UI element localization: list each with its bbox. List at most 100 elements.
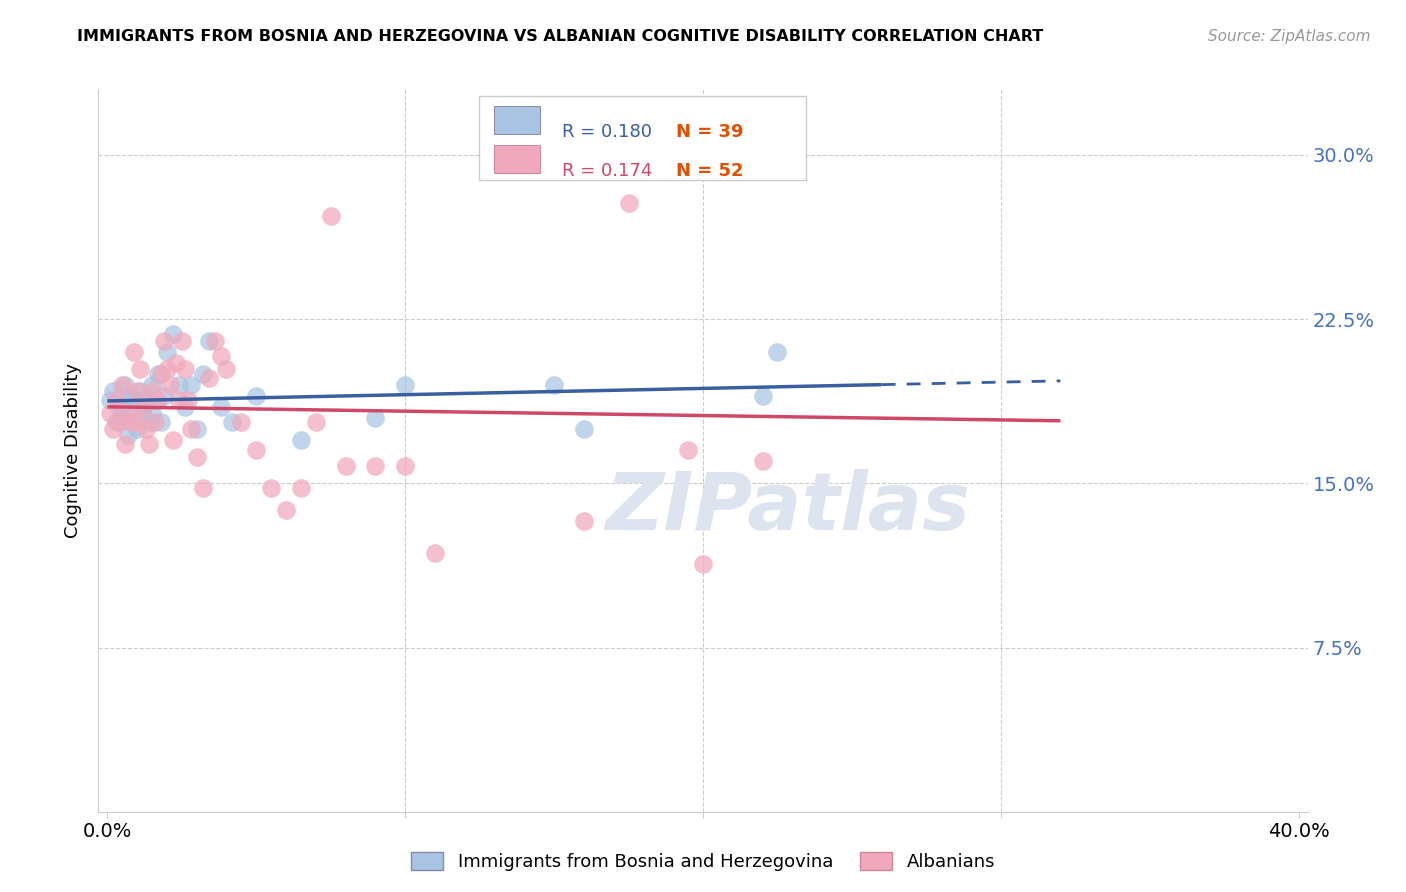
Point (159, 377, 181, 392)
Text: R = 0.174: R = 0.174 (561, 161, 652, 180)
Point (290, 433, 312, 447)
Point (162, 327, 184, 342)
Point (170, 334, 193, 348)
Point (751, 389, 773, 403)
Point (108, 415, 131, 429)
Point (173, 362, 195, 376)
Point (197, 334, 219, 348)
Point (129, 362, 152, 376)
Point (186, 421, 208, 435)
Point (129, 384, 152, 399)
Point (209, 400, 232, 414)
Point (692, 558, 714, 572)
Text: N = 39: N = 39 (676, 123, 744, 141)
Point (141, 384, 163, 399)
Point (423, 546, 446, 560)
Point (167, 393, 190, 408)
Point (156, 345, 179, 359)
Point (132, 400, 155, 414)
Point (153, 334, 176, 348)
Y-axis label: Cognitive Disability: Cognitive Disability (65, 363, 83, 538)
Point (215, 362, 238, 376)
Point (98, 406, 121, 420)
Point (141, 406, 163, 420)
Text: R = 0.180: R = 0.180 (561, 123, 651, 141)
Point (122, 406, 145, 420)
FancyBboxPatch shape (479, 96, 806, 179)
Point (209, 349, 232, 363)
Point (197, 371, 219, 385)
Point (149, 367, 172, 381)
Text: ZIPatlas: ZIPatlas (605, 469, 970, 548)
Text: Source: ZipAtlas.com: Source: ZipAtlas.com (1208, 29, 1371, 45)
Point (572, 514, 595, 528)
Point (143, 415, 166, 429)
FancyBboxPatch shape (494, 145, 540, 173)
Point (204, 334, 226, 348)
Point (143, 393, 166, 408)
Point (173, 400, 195, 414)
Point (156, 362, 179, 376)
Point (274, 502, 297, 516)
Point (290, 481, 312, 495)
Point (260, 481, 283, 495)
Point (132, 400, 155, 414)
Point (117, 406, 139, 420)
Point (543, 377, 565, 392)
Point (114, 437, 136, 451)
Point (108, 400, 131, 414)
Point (186, 450, 208, 464)
Point (146, 393, 169, 408)
Point (221, 415, 243, 429)
Point (245, 389, 267, 403)
Point (103, 384, 125, 399)
Point (766, 345, 789, 359)
Point (305, 415, 328, 429)
Point (105, 415, 128, 429)
Text: IMMIGRANTS FROM BOSNIA AND HERZEGOVINA VS ALBANIAN COGNITIVE DISABILITY CORRELAT: IMMIGRANTS FROM BOSNIA AND HERZEGOVINA V… (77, 29, 1043, 45)
Point (319, 209, 342, 223)
Point (149, 415, 172, 429)
Point (180, 377, 202, 392)
Point (135, 421, 157, 435)
Point (676, 443, 699, 458)
Point (127, 415, 149, 429)
Point (114, 377, 136, 392)
Point (335, 458, 357, 473)
Point (141, 377, 163, 392)
Point (394, 377, 416, 392)
Point (111, 410, 134, 425)
Point (103, 421, 125, 435)
Point (162, 433, 184, 447)
Point (111, 377, 134, 392)
FancyBboxPatch shape (494, 106, 540, 134)
Point (105, 393, 128, 408)
Point (394, 458, 416, 473)
Point (120, 389, 142, 403)
Point (138, 415, 160, 429)
Point (122, 345, 145, 359)
Point (572, 421, 595, 435)
Point (127, 384, 149, 399)
Point (617, 196, 640, 211)
Point (127, 421, 149, 435)
Point (98, 393, 121, 408)
Legend: Immigrants from Bosnia and Herzegovina, Albanians: Immigrants from Bosnia and Herzegovina, … (404, 845, 1002, 879)
Point (167, 377, 190, 392)
Point (191, 367, 214, 381)
Point (146, 367, 169, 381)
Point (751, 454, 773, 468)
Point (245, 443, 267, 458)
Point (191, 481, 214, 495)
Point (117, 393, 139, 408)
Point (721, 159, 744, 173)
Point (364, 458, 387, 473)
Text: N = 52: N = 52 (676, 161, 744, 180)
Point (180, 421, 202, 435)
Point (117, 428, 139, 442)
Point (153, 389, 176, 403)
Point (177, 393, 200, 408)
Point (138, 437, 160, 451)
Point (231, 415, 253, 429)
Point (364, 410, 387, 425)
